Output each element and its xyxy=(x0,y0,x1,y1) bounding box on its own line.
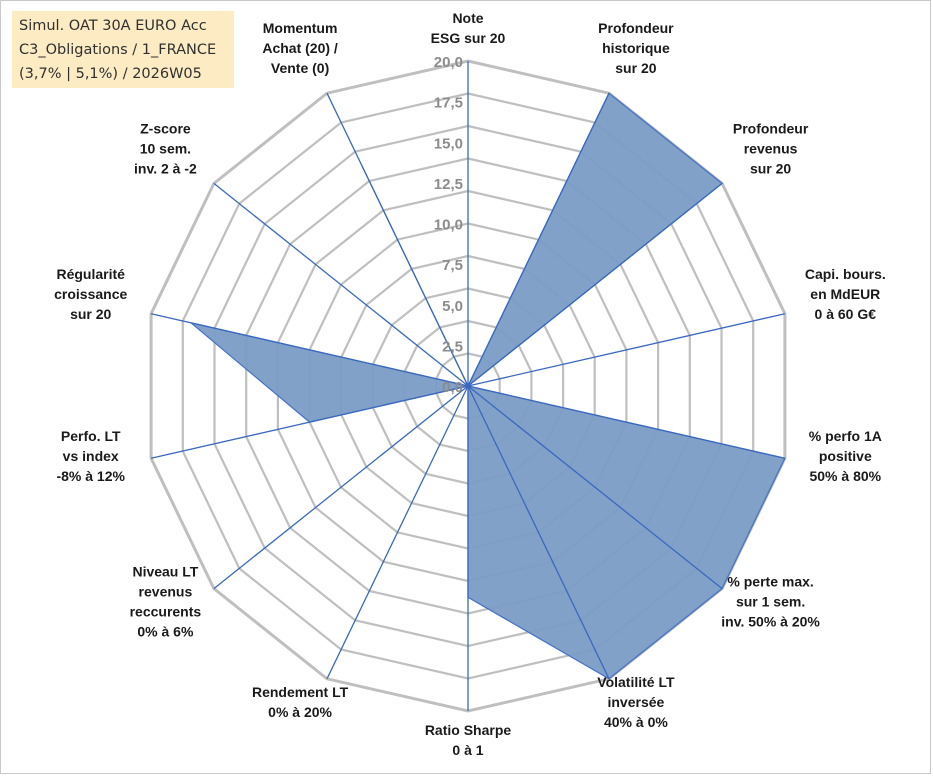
axis-spoke xyxy=(467,385,786,459)
tick-label: 15,0 xyxy=(434,135,463,152)
axis-label: % perte max. sur 1 sem. inv. 50% à 20% xyxy=(721,573,820,629)
axis-spoke xyxy=(213,385,469,590)
axis-spoke xyxy=(213,182,469,387)
axis-label: Régularité croissance sur 20 xyxy=(54,266,127,322)
axis-label: Profondeur revenus sur 20 xyxy=(733,121,809,177)
header-line-1: Simul. OAT 30A EURO Acc xyxy=(19,18,207,34)
axis-label: Ratio Sharpe 0 à 1 xyxy=(425,722,512,758)
axis-spoke xyxy=(326,92,469,387)
axis-spoke xyxy=(467,385,610,680)
axis-spoke xyxy=(467,182,723,387)
spokes xyxy=(150,61,786,711)
data-series xyxy=(190,92,786,680)
tick-labels: 0,0 2,5 5,0 7,5 10,0 12,5 15,0 17,5 20,0 xyxy=(434,54,463,396)
axis-spoke xyxy=(326,385,469,680)
tick-label: 20,0 xyxy=(434,54,463,71)
axis-label: Capi. bours. en MdEUR 0 à 60 G€ xyxy=(805,266,886,322)
header-line-3: (3,7% | 5,1%) / 2026W05 xyxy=(19,66,202,82)
axis-label: Perfo. LT vs index -8% à 12% xyxy=(56,428,125,484)
axis-spoke xyxy=(467,385,723,590)
tick-label: 2,5 xyxy=(442,338,463,355)
axis-label: Momentum Achat (20) / Vente (0) xyxy=(262,20,338,76)
header-line-2: C3_Obligations / 1_FRANCE xyxy=(19,42,217,58)
axis-label: Profondeur historique sur 20 xyxy=(598,20,674,76)
axis-label: Volatilité LT inversée 40% à 0% xyxy=(597,674,675,730)
axis-label: Niveau LT revenus reccurents 0% à 6% xyxy=(130,563,202,639)
tick-label: 7,5 xyxy=(442,257,463,274)
axis-label: Z-score 10 sem. inv. 2 à -2 xyxy=(134,121,197,177)
axis-label: Rendement LT 0% à 20% xyxy=(252,684,349,720)
axis-label: Note ESG sur 20 xyxy=(431,10,506,46)
axis-spoke xyxy=(467,92,610,387)
axis-spoke xyxy=(150,385,469,459)
tick-label: 0,0 xyxy=(442,379,463,396)
tick-label: 5,0 xyxy=(442,298,463,315)
axis-spoke xyxy=(467,313,786,387)
chart-header: Simul. OAT 30A EURO Acc C3_Obligations /… xyxy=(12,11,234,88)
axis-spoke xyxy=(150,313,469,387)
axis-labels: Note ESG sur 20 Profondeur historique sur 20… xyxy=(54,10,886,758)
tick-label: 17,5 xyxy=(434,95,463,112)
axis-label: % perfo 1A positive 50% à 80% xyxy=(809,428,882,484)
tick-label: 12,5 xyxy=(434,176,463,193)
tick-label: 10,0 xyxy=(434,217,463,234)
